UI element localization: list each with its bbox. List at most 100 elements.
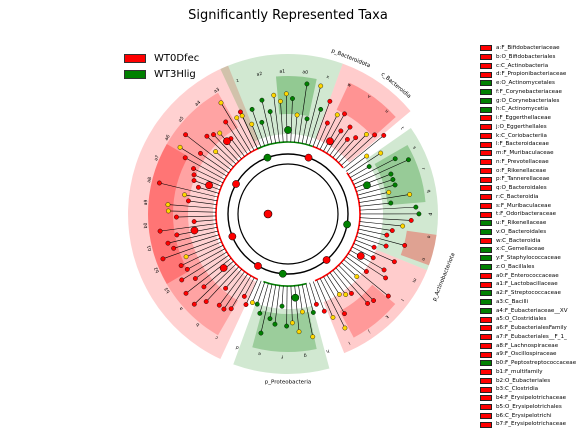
key-code: d:	[496, 71, 502, 78]
branch-99	[167, 204, 217, 209]
leaf-node-12	[304, 116, 310, 122]
key-taxon-name: C_Bacilli	[504, 298, 529, 305]
branch-18	[323, 113, 345, 152]
key-taxon-name: O_Bifidobacteriales	[501, 53, 556, 60]
sector-letter-g: g	[303, 352, 307, 357]
key-swatch	[480, 124, 492, 131]
leaf-node-51	[385, 293, 391, 299]
key-swatch	[480, 395, 492, 402]
sector-letter-a1: a1	[279, 68, 285, 74]
key-swatch	[480, 194, 492, 201]
branch-24	[340, 134, 375, 166]
branch-79	[223, 273, 249, 310]
leaf-node-81	[223, 285, 228, 291]
clade-node-3	[263, 153, 272, 162]
leaf-node-74	[254, 301, 260, 307]
branch-43	[357, 232, 405, 246]
key-code: b0:	[496, 360, 505, 366]
clade-node-0	[254, 262, 262, 270]
key-swatch	[480, 299, 492, 306]
leaf-node-4	[259, 97, 265, 103]
branch-11	[298, 83, 308, 143]
branch-33	[357, 184, 396, 196]
leaf-node-36	[388, 200, 394, 206]
branch-14	[309, 109, 321, 146]
key-taxon-name: C_Gemellaceae	[501, 246, 545, 253]
branch-1	[251, 124, 262, 148]
clade-sector-bacteroidota	[315, 63, 411, 163]
key-code: f:	[496, 88, 500, 95]
leaf-node-58	[342, 311, 347, 317]
branch-110	[185, 134, 232, 171]
key-row: a9: F_Oscillospiraceae	[480, 350, 576, 359]
sector-letter-p: p	[428, 213, 433, 216]
branch-64	[301, 284, 314, 337]
sector-letter-b1: b1	[146, 244, 153, 251]
root-ring	[227, 153, 349, 275]
leaf-node-44	[383, 243, 389, 249]
leaf-node-48	[381, 267, 387, 273]
key-code: a1:	[496, 281, 505, 288]
branch-13	[305, 85, 321, 145]
clade-label-2: p_Proteobacteria	[265, 380, 311, 386]
branch-6	[273, 95, 280, 143]
leaf-node-14	[318, 106, 324, 112]
branch-103	[198, 187, 220, 194]
leaf-node-25	[381, 133, 387, 138]
leaf-node-109	[198, 150, 203, 156]
leaf-node-39	[408, 218, 414, 223]
leaf-node-37	[413, 204, 419, 210]
branch-27	[347, 152, 381, 175]
branch-21	[332, 139, 348, 158]
key-taxon-name: F_Eggerthellaceae	[499, 115, 551, 121]
leaf-node-46	[391, 259, 397, 265]
sector-letter-a7: a7	[153, 154, 161, 162]
leaf-node-34	[386, 189, 392, 195]
key-taxon-name: F_Staphylococcaceae	[500, 255, 561, 261]
key-code: a6:	[496, 325, 505, 331]
key-taxon-name: O_Corynebacteriales	[501, 97, 560, 104]
key-swatch	[480, 412, 492, 419]
leaf-node-11	[304, 81, 310, 87]
branch-73	[259, 283, 269, 314]
key-taxon-name: O_Bacteroidales	[501, 185, 547, 191]
leaf-node-15	[327, 98, 333, 104]
key-code: b4:	[496, 395, 505, 401]
branch-20	[329, 126, 351, 156]
leaf-node-59	[342, 325, 348, 331]
key-row: a8: F_Lachnospiraceae	[480, 342, 576, 351]
key-row: a2: F_Streptococcaceae	[480, 289, 576, 298]
sector-letter-q: q	[425, 189, 430, 193]
key-taxon-name: F_Propionibacteriaceae	[501, 71, 567, 78]
key-taxon-name: O_Erysipelotrichales	[505, 403, 562, 410]
clade-sector-clostridiales	[148, 92, 238, 336]
clade-node-7	[278, 269, 287, 278]
key-code: j:	[496, 123, 500, 130]
branch-31	[355, 173, 392, 189]
sector-letter-b: b	[195, 321, 201, 328]
taxa-key-list: a: F_Bifidobacteriaceae b: O_Bifidobacter…	[480, 44, 576, 429]
key-row: v: O_Bacteroidales	[480, 228, 576, 237]
key-row: j: O_Eggerthellales	[480, 123, 576, 132]
legend-item-wt3hlig: WT3Hlig	[124, 66, 199, 82]
branch-54	[335, 267, 368, 304]
leaf-node-13	[318, 83, 324, 89]
leaf-node-42	[384, 232, 390, 238]
key-swatch	[480, 360, 492, 367]
leaf-node-35	[407, 192, 413, 197]
legend-swatch-wt3hlig	[124, 69, 146, 79]
leaf-node-52	[354, 274, 360, 280]
branch-44	[356, 236, 387, 247]
leaf-node-65	[300, 309, 305, 315]
leaf-node-103	[196, 184, 201, 190]
leaf-node-28	[366, 164, 372, 169]
leaf-node-110	[183, 132, 188, 138]
branch-97	[176, 215, 217, 218]
leaf-node-77	[241, 293, 247, 299]
leaf-node-83	[191, 301, 197, 307]
key-code: l:	[496, 141, 500, 148]
key-code: a2:	[496, 290, 505, 296]
chart-title: Significantly Represented Taxa	[188, 8, 388, 23]
key-swatch	[480, 325, 492, 332]
